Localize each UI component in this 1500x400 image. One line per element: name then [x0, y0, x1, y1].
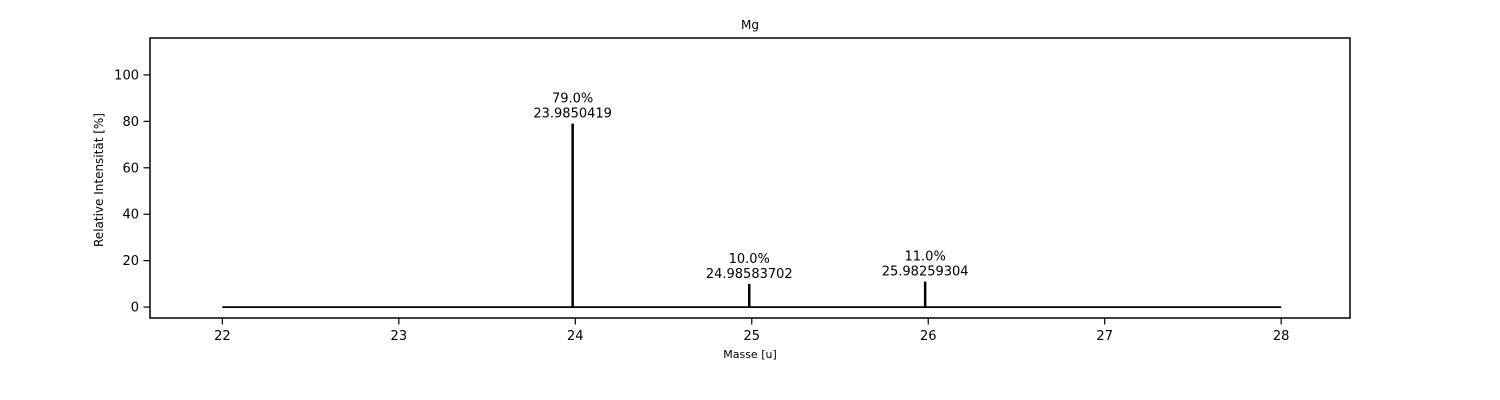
y-tick-label: 100 — [114, 68, 139, 83]
peak-mass-label: 25.98259304 — [882, 265, 969, 280]
plot-border — [149, 37, 1351, 319]
peak-mass-label: 24.98583702 — [706, 267, 793, 282]
peak-percent-label: 10.0% — [729, 252, 770, 267]
peak-mass-label: 23.9850419 — [533, 107, 612, 122]
x-tick-label: 24 — [567, 329, 584, 344]
x-tick-label: 27 — [1096, 329, 1113, 344]
x-axis-label: Masse [u] — [723, 348, 777, 361]
x-tick-label: 22 — [214, 329, 231, 344]
x-tick-label: 26 — [920, 329, 937, 344]
x-tick-label: 28 — [1273, 329, 1290, 344]
x-tick-label: 25 — [743, 329, 760, 344]
y-tick-label: 0 — [131, 301, 139, 316]
y-tick-label: 60 — [122, 161, 139, 176]
y-tick-label: 80 — [122, 115, 139, 130]
x-tick-label: 23 — [391, 329, 408, 344]
chart-title: Mg — [741, 18, 759, 32]
peak-percent-label: 79.0% — [552, 92, 593, 107]
y-tick-label: 40 — [122, 208, 139, 223]
y-tick-label: 20 — [122, 254, 139, 269]
peak-percent-label: 11.0% — [905, 250, 946, 265]
